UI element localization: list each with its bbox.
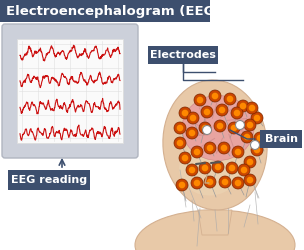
Circle shape	[186, 164, 198, 176]
Circle shape	[177, 124, 184, 132]
Ellipse shape	[179, 140, 241, 196]
Circle shape	[214, 120, 226, 132]
Circle shape	[181, 110, 188, 116]
Circle shape	[244, 174, 256, 186]
Circle shape	[177, 140, 184, 146]
Circle shape	[216, 104, 228, 116]
Circle shape	[244, 156, 256, 168]
Circle shape	[230, 124, 237, 132]
Circle shape	[212, 92, 219, 100]
Circle shape	[224, 93, 236, 105]
Circle shape	[247, 158, 254, 166]
Circle shape	[229, 164, 236, 172]
Circle shape	[186, 127, 198, 139]
Circle shape	[248, 104, 255, 112]
Circle shape	[254, 132, 266, 144]
Circle shape	[181, 154, 188, 162]
Circle shape	[206, 144, 213, 152]
Circle shape	[199, 162, 211, 174]
Circle shape	[215, 164, 222, 170]
FancyBboxPatch shape	[260, 130, 302, 148]
Circle shape	[216, 122, 223, 130]
Circle shape	[202, 124, 209, 132]
Circle shape	[201, 106, 213, 118]
FancyBboxPatch shape	[17, 39, 123, 143]
Polygon shape	[198, 210, 232, 235]
Circle shape	[220, 144, 227, 152]
Text: Electroencephalogram (EEG): Electroencephalogram (EEG)	[6, 4, 221, 18]
Ellipse shape	[182, 96, 254, 160]
Circle shape	[240, 102, 247, 110]
Circle shape	[257, 134, 264, 141]
Circle shape	[188, 166, 195, 173]
Circle shape	[250, 140, 260, 149]
Circle shape	[234, 148, 241, 156]
Text: Brain: Brain	[264, 134, 298, 144]
Circle shape	[222, 178, 229, 186]
Circle shape	[202, 126, 212, 134]
Circle shape	[254, 114, 261, 121]
Circle shape	[233, 110, 240, 116]
Circle shape	[219, 106, 226, 114]
Circle shape	[236, 120, 244, 130]
Circle shape	[244, 119, 256, 131]
Circle shape	[191, 146, 203, 158]
Circle shape	[247, 122, 254, 128]
Circle shape	[194, 180, 201, 186]
Circle shape	[191, 177, 203, 189]
Circle shape	[228, 122, 240, 134]
FancyBboxPatch shape	[148, 46, 218, 64]
Circle shape	[209, 90, 221, 102]
Circle shape	[178, 182, 185, 188]
Circle shape	[218, 142, 230, 154]
Circle shape	[202, 164, 209, 172]
Ellipse shape	[135, 210, 295, 250]
Circle shape	[179, 152, 191, 164]
FancyBboxPatch shape	[8, 170, 90, 190]
Circle shape	[246, 102, 258, 114]
Circle shape	[251, 112, 263, 124]
Circle shape	[226, 96, 233, 102]
Circle shape	[194, 94, 206, 106]
Circle shape	[251, 144, 263, 156]
Circle shape	[196, 96, 203, 103]
Circle shape	[240, 166, 247, 173]
Circle shape	[234, 180, 241, 186]
Circle shape	[189, 114, 196, 121]
Circle shape	[204, 176, 216, 188]
Circle shape	[174, 122, 186, 134]
Circle shape	[212, 161, 224, 173]
Circle shape	[188, 130, 195, 136]
Circle shape	[237, 100, 249, 112]
FancyBboxPatch shape	[0, 0, 210, 22]
Circle shape	[176, 179, 188, 191]
Circle shape	[199, 122, 211, 134]
Circle shape	[232, 177, 244, 189]
Circle shape	[241, 131, 253, 143]
Circle shape	[232, 146, 244, 158]
Circle shape	[194, 148, 201, 156]
Circle shape	[231, 107, 243, 119]
FancyBboxPatch shape	[2, 24, 138, 158]
Circle shape	[254, 146, 261, 154]
Circle shape	[247, 176, 254, 184]
Text: EEG reading: EEG reading	[11, 175, 87, 185]
Circle shape	[244, 134, 250, 140]
Circle shape	[203, 108, 210, 116]
Circle shape	[204, 142, 216, 154]
Circle shape	[187, 112, 199, 124]
Circle shape	[206, 178, 213, 186]
Circle shape	[174, 137, 186, 149]
Circle shape	[179, 107, 191, 119]
Text: Electrodes: Electrodes	[150, 50, 216, 60]
Circle shape	[226, 162, 238, 174]
Circle shape	[238, 164, 250, 176]
Ellipse shape	[163, 80, 267, 210]
Circle shape	[219, 176, 231, 188]
